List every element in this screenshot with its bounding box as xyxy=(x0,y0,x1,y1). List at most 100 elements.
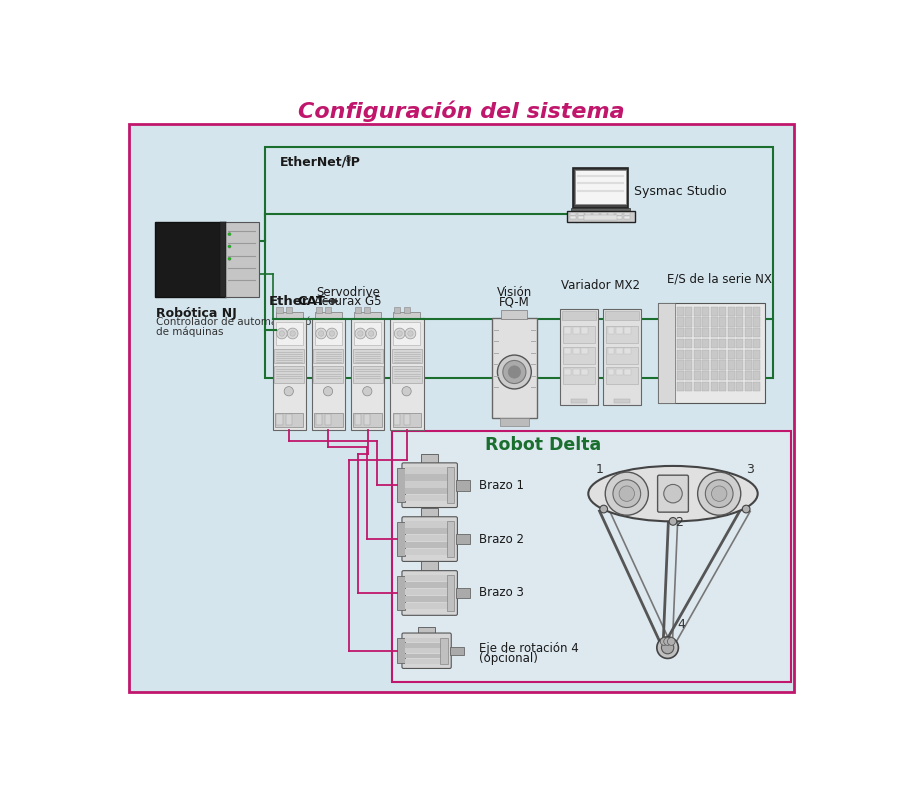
Text: 2: 2 xyxy=(675,517,683,529)
FancyBboxPatch shape xyxy=(694,360,701,370)
FancyBboxPatch shape xyxy=(608,213,615,216)
FancyBboxPatch shape xyxy=(719,360,726,370)
Text: FQ-M: FQ-M xyxy=(499,295,530,308)
FancyBboxPatch shape xyxy=(702,360,709,370)
FancyBboxPatch shape xyxy=(275,322,302,345)
FancyBboxPatch shape xyxy=(593,213,599,216)
FancyBboxPatch shape xyxy=(325,307,331,313)
FancyBboxPatch shape xyxy=(405,475,454,480)
Circle shape xyxy=(657,637,679,658)
FancyBboxPatch shape xyxy=(405,589,454,596)
Text: Configuración del sistema: Configuración del sistema xyxy=(298,101,625,122)
FancyBboxPatch shape xyxy=(685,328,692,337)
FancyBboxPatch shape xyxy=(744,350,752,359)
FancyBboxPatch shape xyxy=(728,350,734,359)
FancyBboxPatch shape xyxy=(584,215,616,220)
Circle shape xyxy=(290,331,295,337)
Circle shape xyxy=(664,484,682,503)
FancyBboxPatch shape xyxy=(403,307,410,313)
FancyBboxPatch shape xyxy=(606,325,638,343)
FancyBboxPatch shape xyxy=(353,366,382,383)
Circle shape xyxy=(498,355,531,389)
FancyBboxPatch shape xyxy=(744,382,752,391)
FancyBboxPatch shape xyxy=(694,318,701,326)
FancyBboxPatch shape xyxy=(405,603,454,609)
Circle shape xyxy=(287,328,298,339)
FancyBboxPatch shape xyxy=(624,213,630,216)
FancyBboxPatch shape xyxy=(677,318,684,326)
FancyBboxPatch shape xyxy=(562,347,595,363)
FancyBboxPatch shape xyxy=(402,463,457,507)
Ellipse shape xyxy=(589,466,758,521)
FancyBboxPatch shape xyxy=(570,216,576,219)
FancyBboxPatch shape xyxy=(605,311,639,321)
FancyBboxPatch shape xyxy=(606,347,638,363)
FancyBboxPatch shape xyxy=(500,418,529,426)
FancyBboxPatch shape xyxy=(393,322,420,345)
FancyBboxPatch shape xyxy=(405,649,448,653)
FancyBboxPatch shape xyxy=(578,213,584,216)
FancyBboxPatch shape xyxy=(744,360,752,370)
Text: E/S de la serie NX: E/S de la serie NX xyxy=(667,273,771,286)
FancyBboxPatch shape xyxy=(615,399,630,403)
FancyBboxPatch shape xyxy=(274,349,304,363)
Circle shape xyxy=(319,331,324,337)
Circle shape xyxy=(712,486,727,502)
FancyBboxPatch shape xyxy=(593,216,599,219)
FancyBboxPatch shape xyxy=(581,369,589,375)
Text: Brazo 2: Brazo 2 xyxy=(479,532,524,546)
FancyBboxPatch shape xyxy=(728,307,734,316)
Text: Servodrive: Servodrive xyxy=(316,286,380,299)
FancyBboxPatch shape xyxy=(753,350,760,359)
Circle shape xyxy=(669,517,677,525)
FancyBboxPatch shape xyxy=(711,371,717,381)
Text: Robótica NJ: Robótica NJ xyxy=(157,307,237,320)
FancyBboxPatch shape xyxy=(501,310,527,319)
Circle shape xyxy=(408,331,413,337)
FancyBboxPatch shape xyxy=(325,414,331,425)
FancyBboxPatch shape xyxy=(421,453,438,466)
FancyBboxPatch shape xyxy=(276,414,283,425)
FancyBboxPatch shape xyxy=(405,582,454,589)
FancyBboxPatch shape xyxy=(405,596,454,602)
FancyBboxPatch shape xyxy=(677,371,684,381)
FancyBboxPatch shape xyxy=(608,216,615,219)
Circle shape xyxy=(397,331,402,337)
FancyBboxPatch shape xyxy=(273,318,306,430)
Text: EtherNet/IP: EtherNet/IP xyxy=(280,156,361,168)
FancyBboxPatch shape xyxy=(567,211,634,222)
FancyBboxPatch shape xyxy=(694,350,701,359)
FancyBboxPatch shape xyxy=(391,318,424,430)
FancyBboxPatch shape xyxy=(394,307,400,313)
FancyBboxPatch shape xyxy=(753,371,760,381)
Circle shape xyxy=(368,331,373,337)
FancyBboxPatch shape xyxy=(616,327,623,333)
Circle shape xyxy=(355,328,365,339)
FancyBboxPatch shape xyxy=(573,348,580,354)
FancyBboxPatch shape xyxy=(351,318,384,430)
FancyBboxPatch shape xyxy=(625,348,632,354)
FancyBboxPatch shape xyxy=(658,303,765,403)
FancyBboxPatch shape xyxy=(353,349,382,363)
Circle shape xyxy=(742,506,750,513)
FancyBboxPatch shape xyxy=(702,339,709,348)
FancyBboxPatch shape xyxy=(616,213,622,216)
FancyBboxPatch shape xyxy=(355,322,382,345)
FancyBboxPatch shape xyxy=(753,318,760,326)
FancyBboxPatch shape xyxy=(405,638,448,642)
FancyBboxPatch shape xyxy=(405,549,454,555)
FancyBboxPatch shape xyxy=(421,507,438,520)
Circle shape xyxy=(316,328,327,339)
FancyBboxPatch shape xyxy=(719,350,726,359)
Circle shape xyxy=(279,331,284,337)
FancyBboxPatch shape xyxy=(728,318,734,326)
FancyBboxPatch shape xyxy=(736,328,743,337)
FancyBboxPatch shape xyxy=(581,348,589,354)
Text: .: . xyxy=(318,295,322,307)
FancyBboxPatch shape xyxy=(658,303,674,403)
FancyBboxPatch shape xyxy=(394,414,400,425)
Circle shape xyxy=(365,328,376,339)
FancyBboxPatch shape xyxy=(446,575,454,611)
FancyBboxPatch shape xyxy=(625,369,632,375)
FancyBboxPatch shape xyxy=(405,521,454,528)
